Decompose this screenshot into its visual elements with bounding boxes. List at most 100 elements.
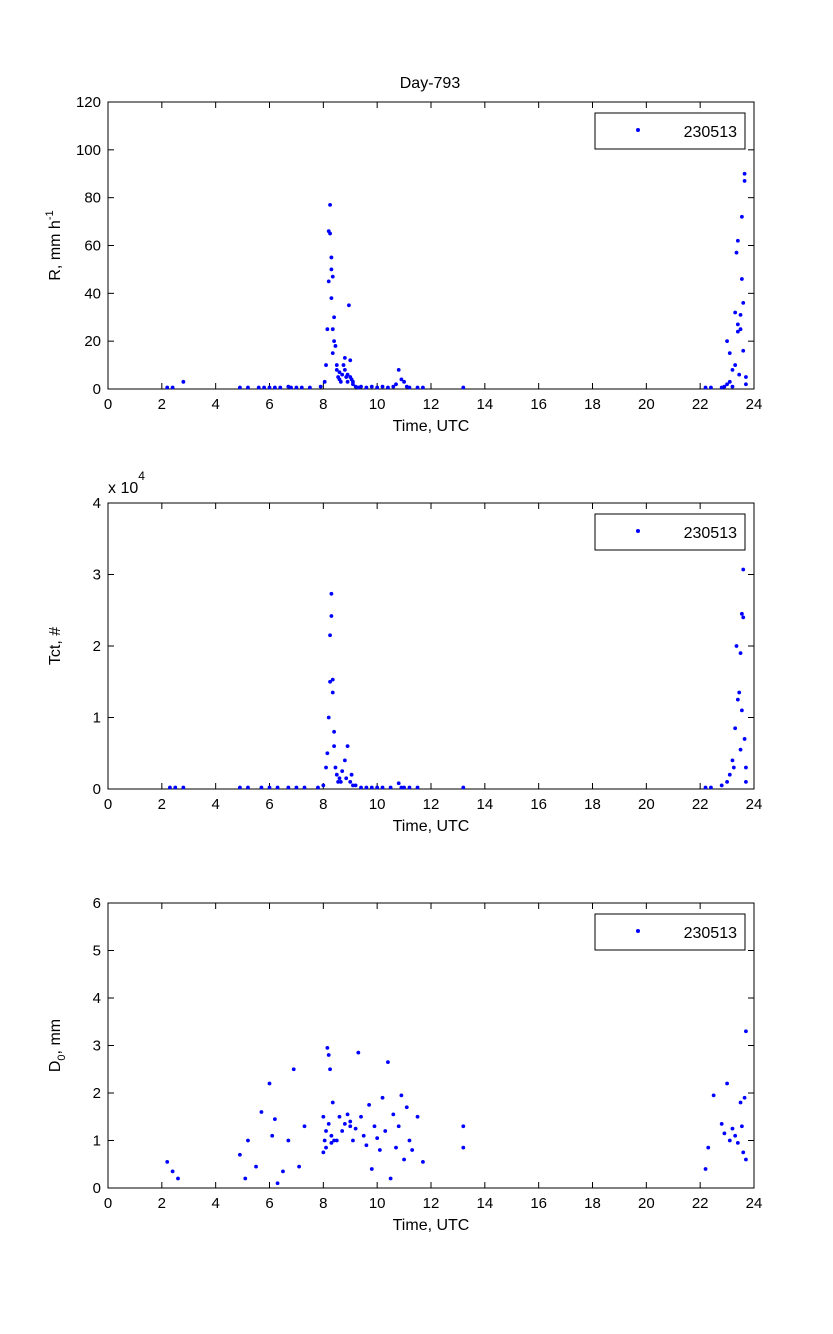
data-point bbox=[735, 697, 740, 702]
data-point bbox=[407, 385, 412, 390]
data-point bbox=[725, 1081, 729, 1086]
data-point bbox=[345, 744, 350, 748]
data-point bbox=[380, 1095, 385, 1100]
data-point bbox=[334, 367, 339, 372]
data-point bbox=[730, 384, 735, 389]
data-point bbox=[734, 250, 739, 255]
data-point bbox=[364, 785, 369, 790]
data-point bbox=[330, 677, 335, 682]
data-point bbox=[396, 781, 401, 786]
data-point bbox=[703, 785, 708, 790]
data-point bbox=[407, 1138, 412, 1143]
data-point bbox=[329, 267, 334, 272]
data-point bbox=[332, 315, 336, 320]
y-axis-label: R, mm h-1 bbox=[44, 210, 64, 280]
data-point bbox=[347, 303, 351, 308]
data-point bbox=[345, 379, 350, 384]
data-point bbox=[735, 238, 740, 243]
data-point bbox=[359, 1114, 363, 1119]
data-point bbox=[375, 1136, 380, 1141]
data-point bbox=[369, 1167, 374, 1171]
data-point bbox=[254, 1164, 258, 1169]
legend-label: 230513 bbox=[684, 124, 737, 141]
data-point bbox=[329, 255, 334, 260]
data-point bbox=[173, 785, 178, 790]
data-point bbox=[165, 385, 170, 390]
data-point bbox=[725, 779, 729, 784]
data-point bbox=[738, 327, 743, 332]
series-230513 bbox=[165, 171, 748, 390]
data-point bbox=[739, 277, 744, 281]
data-point bbox=[725, 339, 729, 344]
data-point bbox=[394, 382, 398, 387]
data-point bbox=[421, 1159, 425, 1164]
data-point bbox=[291, 1067, 296, 1072]
x-tick-label: 12 bbox=[423, 396, 440, 413]
data-point bbox=[237, 785, 242, 790]
series-230513 bbox=[165, 1029, 748, 1186]
data-point bbox=[325, 751, 330, 756]
y-tick-label: 6 bbox=[93, 895, 101, 912]
data-point bbox=[246, 385, 250, 390]
data-point bbox=[321, 1150, 326, 1155]
legend-box bbox=[594, 913, 746, 951]
x-axis-label: Time, UTC bbox=[393, 418, 470, 435]
data-point bbox=[741, 615, 746, 620]
data-point bbox=[353, 1126, 358, 1131]
data-point bbox=[259, 785, 264, 790]
data-point bbox=[333, 344, 338, 348]
data-point bbox=[348, 1119, 353, 1124]
y-tick-label: 3 bbox=[93, 567, 101, 584]
data-point bbox=[337, 370, 342, 375]
data-point bbox=[275, 1181, 280, 1186]
data-point bbox=[330, 351, 335, 356]
data-point bbox=[739, 611, 744, 616]
legend-box bbox=[594, 513, 746, 551]
data-point bbox=[744, 375, 748, 379]
x-tick-label: 22 bbox=[692, 1195, 709, 1212]
y-tick-label: 120 bbox=[76, 94, 101, 111]
data-point bbox=[297, 1164, 302, 1169]
data-point bbox=[329, 1140, 334, 1145]
legend: 230513 bbox=[594, 913, 746, 951]
data-point bbox=[735, 322, 740, 327]
x-tick-label: 12 bbox=[423, 1195, 440, 1212]
x-axis-label: Time, UTC bbox=[393, 818, 470, 835]
data-point bbox=[328, 633, 332, 638]
data-point bbox=[340, 1129, 345, 1133]
data-point bbox=[267, 385, 272, 390]
data-point bbox=[338, 779, 343, 784]
data-point bbox=[328, 679, 332, 684]
data-point bbox=[391, 384, 396, 389]
data-point bbox=[262, 385, 267, 390]
data-point bbox=[342, 356, 347, 360]
data-point bbox=[246, 1138, 250, 1143]
data-point bbox=[402, 1157, 406, 1162]
data-point bbox=[364, 385, 369, 390]
data-point bbox=[738, 312, 743, 317]
data-point bbox=[329, 296, 334, 301]
x-tick-label: 16 bbox=[530, 396, 547, 413]
chart-panel-1: 0 2 4 6 8 10 12 14 16 18 20 22 24020406080100120Time… bbox=[44, 94, 762, 435]
data-point bbox=[345, 372, 350, 377]
x-tick-label: 12 bbox=[423, 796, 440, 813]
data-point bbox=[170, 385, 175, 390]
data-point bbox=[744, 382, 748, 387]
data-point bbox=[722, 384, 727, 389]
data-point bbox=[731, 765, 736, 770]
data-point bbox=[259, 1110, 264, 1114]
data-point bbox=[332, 729, 336, 734]
x-tick-label: 4 bbox=[211, 396, 219, 413]
y-tick-label: 40 bbox=[84, 285, 101, 302]
data-point bbox=[181, 785, 186, 790]
data-point bbox=[275, 785, 280, 790]
data-point bbox=[744, 779, 748, 784]
legend-marker bbox=[636, 929, 640, 933]
data-point bbox=[372, 1124, 377, 1129]
data-point bbox=[318, 384, 323, 389]
data-point bbox=[324, 1129, 328, 1133]
data-point bbox=[302, 785, 307, 790]
data-point bbox=[738, 1100, 743, 1105]
